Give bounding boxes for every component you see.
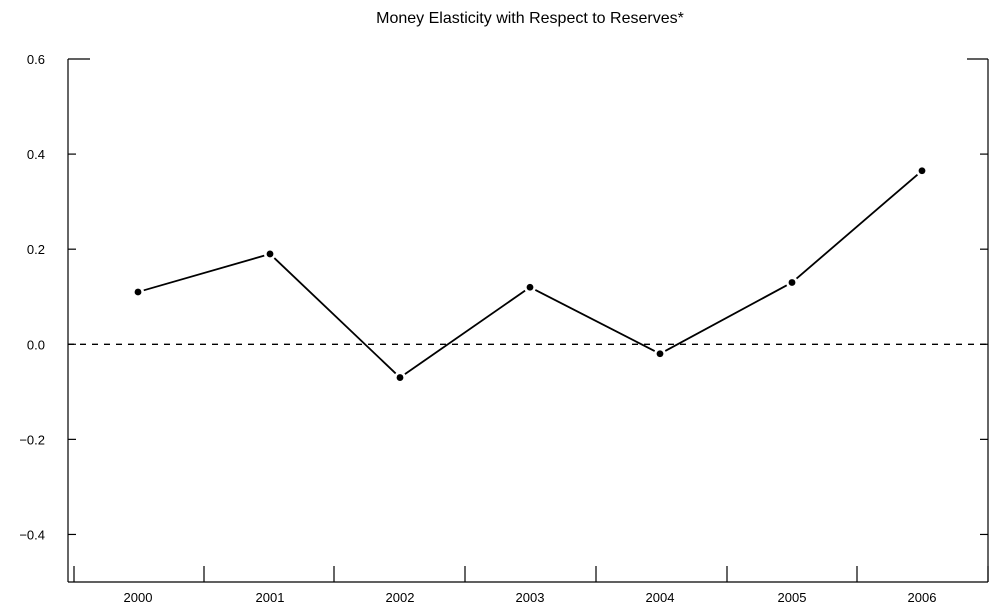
data-point [134, 288, 142, 296]
data-point [656, 350, 664, 358]
data-point [526, 283, 534, 291]
y-tick-label: −0.2 [19, 432, 45, 447]
tick-labels: 0.6 0.4 0.2 0.0 −0.2 −0.4 2000 2001 2002 2003 2004… [19, 52, 936, 605]
data-point [266, 250, 274, 258]
y-tick-label: 0.0 [27, 337, 45, 352]
y-tick-label: 0.4 [27, 147, 45, 162]
series-line-segment [404, 289, 526, 375]
series-line-segment [795, 173, 919, 280]
data-point [918, 167, 926, 175]
data-point [396, 374, 404, 381]
y-tick-label: 0.2 [27, 242, 45, 257]
series-line-segment [664, 284, 788, 352]
chart-title: Money Elasticity with Respect to Reserve… [376, 10, 684, 27]
axes [67, 58, 989, 583]
x-tick-label: 2003 [516, 590, 545, 605]
x-tick-label: 2002 [386, 590, 415, 605]
data-point [788, 279, 796, 286]
x-tick-label: 2001 [256, 590, 285, 605]
series [134, 167, 926, 381]
series-line-segment [534, 289, 656, 352]
y-tick-label: 0.6 [27, 52, 45, 67]
x-tick-label: 2006 [908, 590, 937, 605]
x-tick-label: 2004 [646, 590, 675, 605]
series-line-segment [273, 257, 397, 375]
x-tick-label: 2000 [124, 590, 153, 605]
y-tick-label: −0.4 [19, 527, 45, 542]
x-tick-label: 2005 [778, 590, 807, 605]
series-line-segment [143, 254, 265, 292]
